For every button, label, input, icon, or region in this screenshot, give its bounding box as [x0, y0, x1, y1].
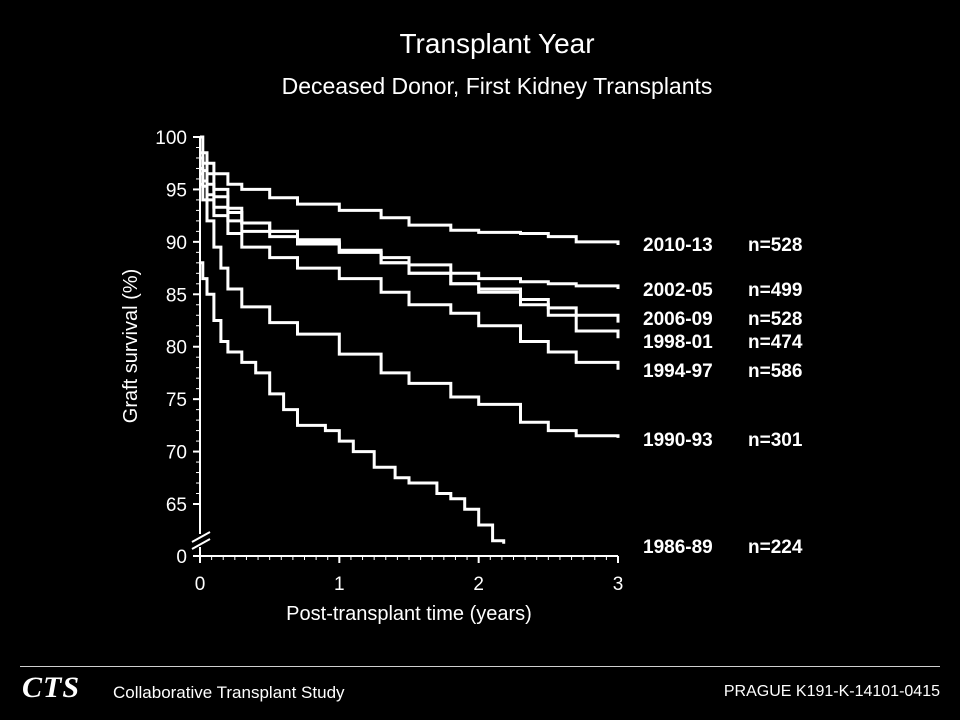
series-label-count: n=528 — [748, 309, 802, 330]
slide-reference: PRAGUE K191-K-14101-0415 — [723, 683, 940, 700]
y-axis-break-mark — [191, 531, 211, 543]
y-tick-label: 85 — [166, 285, 187, 306]
series-label-count: n=224 — [748, 537, 803, 558]
graft-survival-chart: 100 95 90 85 80 75 70 65 00 1 2 3 Post-transplant ti… — [120, 128, 803, 625]
y-tick-label: 70 — [166, 443, 187, 464]
series-label-year: 1994-97 — [643, 361, 713, 382]
series-label-count: n=301 — [748, 430, 803, 451]
chart-title: Transplant Year — [399, 28, 595, 59]
x-tick-label: 1 — [334, 574, 345, 595]
x-tick-label: 2 — [473, 574, 484, 595]
survival-curve-1998-01 — [200, 167, 620, 339]
series-label-year: 2010-13 — [643, 235, 713, 256]
series-label-count: n=528 — [748, 235, 802, 256]
series-label-year: 2006-09 — [643, 309, 713, 330]
x-axis-label: Post-transplant time (years) — [286, 603, 532, 625]
organization-name: Collaborative Transplant Study — [113, 683, 345, 702]
y-tick-label: 80 — [166, 338, 187, 359]
series-label-year: 1990-93 — [643, 430, 713, 451]
x-tick-label: 0 — [195, 574, 206, 595]
survival-curve-1994-97 — [200, 172, 620, 370]
series-label-year: 1986-89 — [643, 537, 713, 558]
survival-curve-1990-93 — [200, 182, 620, 438]
series-label-count: n=499 — [748, 280, 802, 301]
series-label-count: n=474 — [748, 332, 803, 353]
survival-curve-1986-89 — [200, 261, 506, 544]
series-label-year: 1998-01 — [643, 332, 713, 353]
survival-curve-2010-13 — [200, 135, 620, 245]
y-tick-label: 0 — [176, 547, 187, 568]
y-tick-label: 75 — [166, 390, 187, 411]
cts-logo: CTS — [22, 671, 81, 704]
y-tick-label: 100 — [155, 128, 187, 149]
x-tick-label: 3 — [613, 574, 624, 595]
series-label-year: 2002-05 — [643, 280, 713, 301]
y-tick-label: 65 — [166, 495, 187, 516]
chart-subtitle: Deceased Donor, First Kidney Transplants — [281, 73, 713, 99]
y-tick-label: 95 — [166, 180, 187, 201]
y-tick-label: 90 — [166, 233, 187, 254]
y-axis-break-mark — [191, 538, 211, 550]
series-label-count: n=586 — [748, 361, 802, 382]
footer-divider — [20, 666, 940, 667]
y-axis-label: Graft survival (%) — [120, 269, 142, 423]
